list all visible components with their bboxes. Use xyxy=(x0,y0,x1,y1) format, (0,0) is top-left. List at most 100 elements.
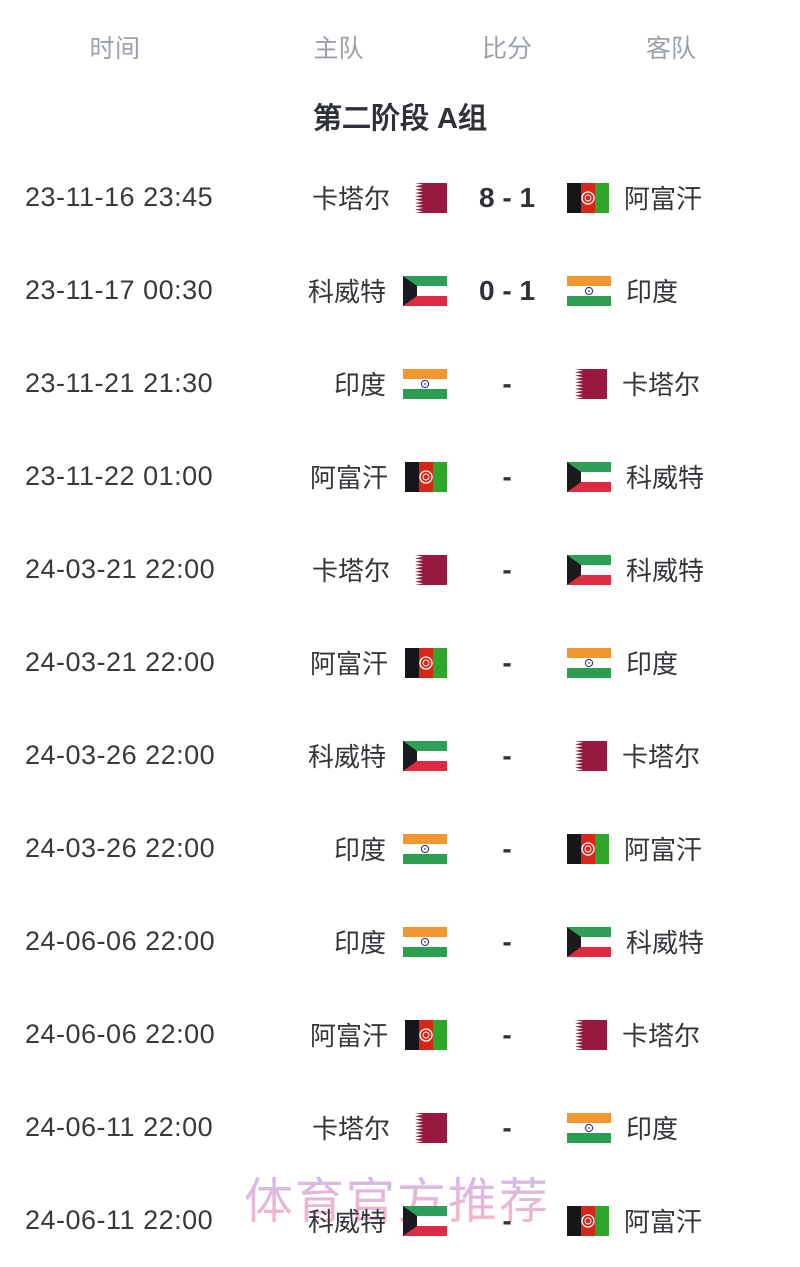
home-team-name: 印度 xyxy=(333,370,386,400)
home-team-cell: 阿富汗 xyxy=(230,458,447,495)
away-team-name: 科威特 xyxy=(626,463,705,493)
away-team-name: 印度 xyxy=(626,277,679,307)
away-team-cell: 印度 xyxy=(567,1109,800,1146)
match-row[interactable]: 24-06-06 22:00 印度 - 科威特 xyxy=(0,895,800,988)
home-team-name: 科威特 xyxy=(307,1207,386,1237)
home-team-name: 卡塔尔 xyxy=(311,556,390,586)
match-date: 24-03-26 22:00 xyxy=(25,740,216,770)
score-value: - xyxy=(502,1018,512,1050)
away-team-name: 印度 xyxy=(626,649,679,679)
match-row[interactable]: 24-03-26 22:00 印度 - 阿富汗 xyxy=(0,802,800,895)
away-team-cell: 阿富汗 xyxy=(567,179,800,216)
section-title: 第二阶段 A组 xyxy=(312,103,487,135)
kuwait-flag-icon xyxy=(567,554,611,585)
home-team-cell: 印度 xyxy=(230,830,447,867)
home-team-name: 卡塔尔 xyxy=(311,1114,390,1144)
match-date: 23-11-21 21:30 xyxy=(25,368,214,398)
match-date: 24-06-11 22:00 xyxy=(25,1205,214,1235)
score-value: 0 - 1 xyxy=(478,274,536,306)
home-team-cell: 卡塔尔 xyxy=(230,179,447,216)
match-row[interactable]: 24-06-11 22:00 科威特 - 阿富汗 xyxy=(0,1174,800,1267)
away-team-cell: 科威特 xyxy=(567,551,800,588)
home-team-cell: 阿富汗 xyxy=(230,1016,447,1053)
score-value: - xyxy=(502,460,512,492)
score-value: - xyxy=(502,1111,512,1143)
match-row[interactable]: 24-03-21 22:00 阿富汗 - 印度 xyxy=(0,616,800,709)
kuwait-flag-icon xyxy=(567,461,611,492)
home-team-cell: 印度 xyxy=(230,923,447,960)
match-date: 24-03-26 22:00 xyxy=(25,833,216,863)
kuwait-flag-icon xyxy=(403,740,447,771)
home-team-name: 科威特 xyxy=(307,277,386,307)
score-value: - xyxy=(502,925,512,957)
kuwait-flag-icon xyxy=(403,1205,447,1236)
match-row[interactable]: 23-11-16 23:45 卡塔尔 8 - 1 阿富汗 xyxy=(0,151,800,244)
match-row[interactable]: 23-11-21 21:30 印度 - 卡塔尔 xyxy=(0,337,800,430)
afghanistan-flag-icon xyxy=(567,1205,609,1236)
match-date: 23-11-22 01:00 xyxy=(25,461,214,491)
match-list: 23-11-16 23:45 卡塔尔 8 - 1 阿富汗 23-11-17 00… xyxy=(0,151,800,1267)
afghanistan-flag-icon xyxy=(567,833,609,864)
afghanistan-flag-icon xyxy=(405,1019,447,1050)
home-team-name: 科威特 xyxy=(307,742,386,772)
home-team-name: 印度 xyxy=(333,835,386,865)
india-flag-icon xyxy=(567,275,611,306)
away-team-cell: 科威特 xyxy=(567,923,800,960)
home-team-name: 阿富汗 xyxy=(309,649,388,679)
match-date: 23-11-17 00:30 xyxy=(25,275,214,305)
away-team-name: 卡塔尔 xyxy=(622,370,701,400)
away-team-cell: 卡塔尔 xyxy=(567,1016,800,1053)
match-date: 24-06-11 22:00 xyxy=(25,1112,214,1142)
score-value: 8 - 1 xyxy=(478,181,536,213)
home-team-cell: 科威特 xyxy=(230,1202,447,1239)
india-flag-icon xyxy=(403,833,447,864)
qatar-flag-icon xyxy=(567,740,607,771)
away-team-cell: 卡塔尔 xyxy=(567,365,800,402)
score-value: - xyxy=(502,739,512,771)
home-team-cell: 阿富汗 xyxy=(230,644,447,681)
match-date: 24-06-06 22:00 xyxy=(25,1019,216,1049)
home-team-cell: 印度 xyxy=(230,365,447,402)
column-header-score: 比分 xyxy=(481,34,532,63)
match-row[interactable]: 24-06-06 22:00 阿富汗 - 卡塔尔 xyxy=(0,988,800,1081)
home-team-cell: 卡塔尔 xyxy=(230,1109,447,1146)
away-team-name: 卡塔尔 xyxy=(622,742,701,772)
column-header-away: 客队 xyxy=(645,34,696,63)
match-row[interactable]: 23-11-17 00:30 科威特 0 - 1 印度 xyxy=(0,244,800,337)
match-date: 24-06-06 22:00 xyxy=(25,926,216,956)
column-header-home: 主队 xyxy=(313,34,364,63)
away-team-name: 卡塔尔 xyxy=(622,1021,701,1051)
match-row[interactable]: 23-11-22 01:00 阿富汗 - 科威特 xyxy=(0,430,800,523)
qatar-flag-icon xyxy=(567,1019,607,1050)
match-row[interactable]: 24-03-26 22:00 科威特 - 卡塔尔 xyxy=(0,709,800,802)
qatar-flag-icon xyxy=(407,182,447,213)
afghanistan-flag-icon xyxy=(405,647,447,678)
india-flag-icon xyxy=(567,1112,611,1143)
away-team-cell: 阿富汗 xyxy=(567,1202,800,1239)
match-date: 23-11-16 23:45 xyxy=(25,182,214,212)
score-value: - xyxy=(502,646,512,678)
score-value: - xyxy=(502,1204,512,1236)
home-team-name: 卡塔尔 xyxy=(311,184,390,214)
afghanistan-flag-icon xyxy=(405,461,447,492)
score-value: - xyxy=(502,553,512,585)
india-flag-icon xyxy=(403,926,447,957)
away-team-name: 科威特 xyxy=(626,928,705,958)
away-team-name: 科威特 xyxy=(626,556,705,586)
home-team-name: 阿富汗 xyxy=(309,1021,388,1051)
kuwait-flag-icon xyxy=(403,275,447,306)
india-flag-icon xyxy=(567,647,611,678)
match-row[interactable]: 24-06-11 22:00 卡塔尔 - 印度 xyxy=(0,1081,800,1174)
away-team-name: 阿富汗 xyxy=(624,184,703,214)
kuwait-flag-icon xyxy=(567,926,611,957)
match-row[interactable]: 24-03-21 22:00 卡塔尔 - 科威特 xyxy=(0,523,800,616)
away-team-cell: 印度 xyxy=(567,644,800,681)
qatar-flag-icon xyxy=(407,554,447,585)
india-flag-icon xyxy=(403,368,447,399)
qatar-flag-icon xyxy=(407,1112,447,1143)
away-team-cell: 科威特 xyxy=(567,458,800,495)
home-team-cell: 科威特 xyxy=(230,737,447,774)
home-team-name: 印度 xyxy=(333,928,386,958)
match-date: 24-03-21 22:00 xyxy=(25,554,216,584)
